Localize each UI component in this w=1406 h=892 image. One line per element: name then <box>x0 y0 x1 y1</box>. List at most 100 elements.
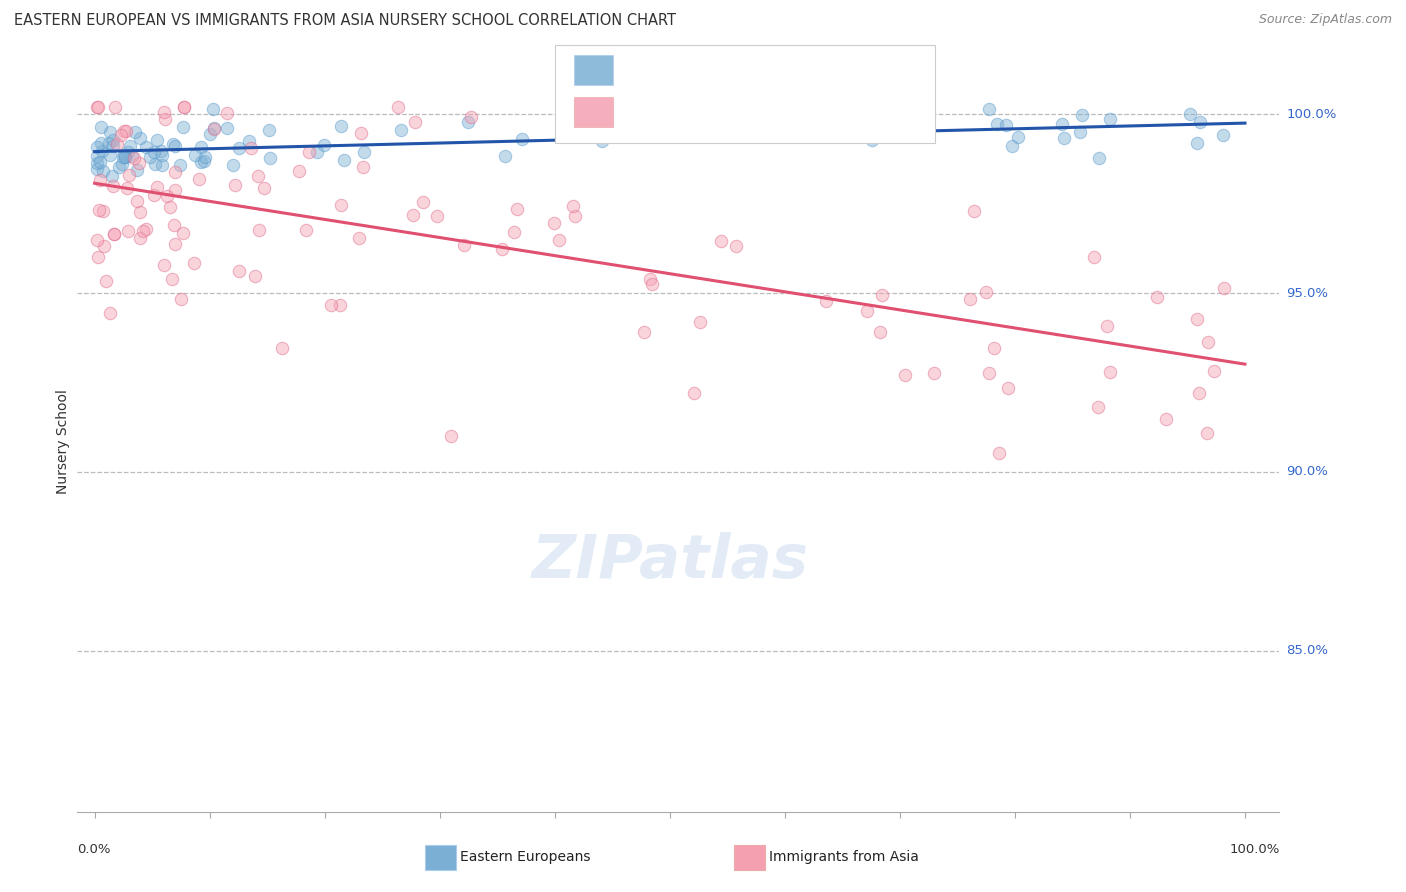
Point <box>153 258 176 272</box>
Point <box>228 141 250 155</box>
Point <box>901 118 924 132</box>
Point <box>856 303 879 318</box>
Point <box>114 150 136 164</box>
Point <box>353 145 375 159</box>
Point <box>115 180 138 194</box>
Point <box>298 145 321 159</box>
Point <box>162 136 184 151</box>
Point <box>112 124 135 138</box>
Point <box>217 121 239 136</box>
Point <box>162 272 184 286</box>
Point <box>153 112 176 126</box>
Text: 95.0%: 95.0% <box>1286 286 1329 300</box>
Point <box>1197 335 1219 350</box>
Point <box>129 231 152 245</box>
Point <box>404 115 426 129</box>
Point <box>1099 366 1122 380</box>
Point <box>86 162 108 177</box>
Point <box>259 123 281 137</box>
Point <box>121 149 143 163</box>
Point <box>153 105 176 120</box>
Point <box>91 144 114 158</box>
Point <box>1212 281 1234 295</box>
Point <box>135 140 157 154</box>
Point <box>101 132 124 146</box>
Point <box>330 198 353 212</box>
Text: 100.0%: 100.0% <box>1286 108 1337 120</box>
Point <box>1212 128 1234 143</box>
Point <box>1052 131 1074 145</box>
Point <box>165 236 187 251</box>
Point <box>222 158 245 172</box>
Point <box>187 172 209 186</box>
Point <box>145 157 167 171</box>
Point <box>163 218 186 232</box>
Point <box>122 152 145 166</box>
Point <box>1154 411 1177 425</box>
Point <box>215 106 238 120</box>
Point <box>389 123 412 137</box>
Point <box>1146 290 1168 304</box>
Point <box>89 172 111 186</box>
Point <box>915 102 938 116</box>
Point <box>460 110 482 124</box>
Point <box>156 188 179 202</box>
Text: Source: ZipAtlas.com: Source: ZipAtlas.com <box>1258 13 1392 27</box>
Point <box>86 149 108 163</box>
Point <box>125 194 148 208</box>
Point <box>87 100 110 114</box>
Point <box>228 264 250 278</box>
Text: R =  0.551   N =  82: R = 0.551 N = 82 <box>624 62 817 77</box>
Point <box>202 122 225 136</box>
Point <box>505 202 527 217</box>
Point <box>1197 425 1219 440</box>
Point <box>128 131 150 145</box>
Point <box>1099 112 1122 126</box>
Point <box>115 124 138 138</box>
Point <box>91 203 114 218</box>
Point <box>247 223 270 237</box>
Point <box>288 164 311 178</box>
Point <box>86 140 108 154</box>
Point <box>142 188 165 202</box>
Point <box>1083 250 1105 264</box>
Point <box>90 120 112 134</box>
Point <box>86 100 108 114</box>
Point <box>139 150 162 164</box>
Point <box>145 133 167 147</box>
Point <box>86 233 108 247</box>
Point <box>547 233 569 247</box>
Point <box>494 149 516 163</box>
Point <box>163 138 186 153</box>
Text: Immigrants from Asia: Immigrants from Asia <box>769 850 920 864</box>
Point <box>352 160 374 174</box>
Point <box>259 151 281 165</box>
Point <box>457 114 479 128</box>
Point <box>350 127 373 141</box>
Point <box>425 209 447 223</box>
Point <box>330 119 353 133</box>
Point <box>103 139 125 153</box>
Point <box>1087 400 1109 414</box>
Point <box>689 315 711 329</box>
Point <box>86 155 108 169</box>
Point <box>127 163 149 178</box>
Point <box>143 145 166 159</box>
Point <box>172 120 194 135</box>
Point <box>170 292 193 306</box>
Text: 85.0%: 85.0% <box>1286 644 1329 657</box>
Point <box>1189 115 1212 129</box>
Point <box>173 100 195 114</box>
Point <box>510 132 533 146</box>
Point <box>959 292 981 306</box>
Text: R = -0.172   N = 113: R = -0.172 N = 113 <box>624 104 817 119</box>
Point <box>591 134 613 148</box>
Point <box>132 224 155 238</box>
Point <box>90 136 112 151</box>
Point <box>453 238 475 252</box>
Point <box>641 277 664 291</box>
Point <box>104 100 127 114</box>
Point <box>997 381 1019 395</box>
Point <box>184 148 207 162</box>
Point <box>105 136 128 151</box>
